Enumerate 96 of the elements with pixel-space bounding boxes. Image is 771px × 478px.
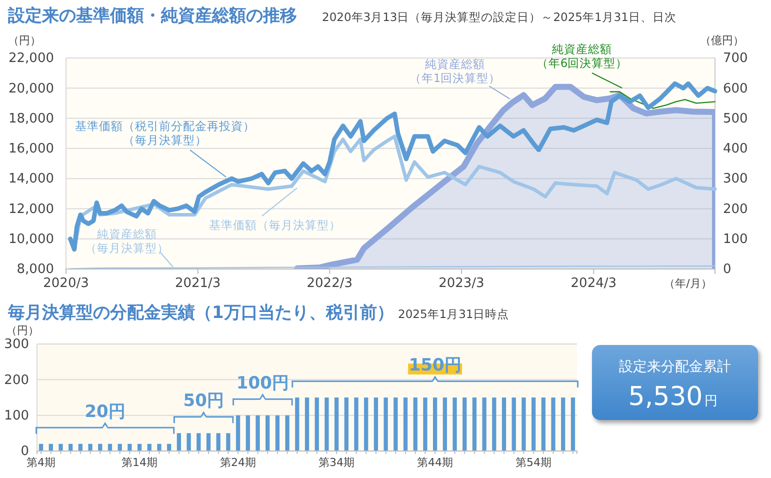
bar: [314, 398, 319, 451]
series-label: 基準価額（毎月決算型）: [209, 218, 341, 232]
bar: [442, 398, 447, 451]
bar: [186, 433, 191, 451]
x-tick-label: 第24期: [220, 456, 256, 469]
bar: [334, 398, 339, 451]
x-tick-label: 2024/3: [570, 276, 617, 292]
bar: [531, 398, 536, 451]
y2-tick-label: 600: [723, 81, 748, 96]
y-tick-label: 22,000: [8, 51, 54, 66]
y-tick-label: 0: [20, 444, 29, 460]
bar: [88, 444, 92, 451]
bar: [374, 398, 378, 451]
y2-tick-label: 300: [723, 172, 748, 187]
bar: [384, 398, 388, 451]
bar: [561, 398, 566, 451]
y2-tick-label: 700: [723, 51, 748, 66]
y-tick-label: 8,000: [16, 262, 54, 278]
y-tick-label: 20,000: [8, 81, 54, 96]
bar: [541, 398, 546, 451]
bar: [206, 433, 211, 451]
y-tick-label: 100: [4, 408, 29, 424]
series-label: 純資産総額（毎月決算型）: [85, 227, 169, 255]
y-tick-label: 12,000: [8, 202, 54, 217]
x-tick-label: 2021/3: [174, 276, 221, 292]
bar: [176, 433, 182, 451]
y2-axis-title: （億円）: [700, 34, 744, 47]
series-label: 純資産総額（年1回決算型）: [409, 57, 501, 85]
y-axis-title: （円）: [8, 34, 41, 47]
x-tick-label: 第54期: [516, 456, 552, 469]
bar: [226, 433, 230, 451]
y-tick-label: 300: [4, 337, 29, 352]
bar: [216, 433, 220, 451]
x-tick-label: 2020/3: [43, 276, 89, 292]
bar: [295, 398, 300, 451]
bar: [236, 415, 240, 451]
y2-tick-label: 200: [723, 202, 748, 217]
x-axis-title: （年/月）: [664, 277, 712, 290]
bar: [423, 398, 428, 451]
y2-tick-label: 0: [723, 262, 732, 278]
annotation: 100円: [236, 373, 289, 394]
bar: [492, 398, 496, 451]
bar: [522, 398, 526, 451]
y-axis-title: （円）: [6, 324, 39, 337]
bar: [128, 444, 132, 451]
bar: [344, 398, 348, 451]
bar: [502, 398, 506, 451]
bar: [275, 415, 280, 451]
y-tick-label: 18,000: [8, 111, 54, 126]
chart-title: 毎月決算型の分配金実績（1万口当たり、税引前）: [7, 303, 394, 323]
bar: [394, 398, 398, 451]
annotation: 20円: [84, 402, 126, 422]
x-tick-label: 2023/3: [438, 276, 484, 292]
bar: [196, 433, 201, 451]
y-tick-label: 16,000: [8, 142, 54, 157]
bar: [570, 398, 576, 451]
bar: [482, 398, 486, 451]
bar: [285, 415, 290, 451]
annotation: 50円: [183, 391, 224, 412]
y-tick-label: 200: [4, 372, 29, 388]
bar: [324, 398, 329, 451]
bar: [551, 398, 556, 451]
chart-subtitle: 2025年1月31日時点: [398, 307, 510, 321]
bar: [256, 415, 260, 451]
bar: [246, 415, 250, 451]
x-tick-label: 第14期: [122, 456, 158, 469]
text: 円: [704, 394, 718, 409]
text: 純資産総額（年6回決算型）: [536, 42, 628, 70]
x-tick-label: 第34期: [318, 456, 355, 469]
text: 設定来分配金累計: [619, 359, 731, 375]
bar: [304, 398, 310, 451]
text: 5,530: [628, 382, 703, 412]
y2-tick-label: 500: [723, 111, 748, 126]
bar: [157, 444, 162, 451]
chart-title: 設定来の基準価額・純資産総額の推移: [7, 6, 297, 26]
text: 基準価額（税引前分配金再投資）（毎月決算型）: [75, 119, 255, 147]
chart-subtitle: 2020年3月13日（毎月決算型の設定日）～2025年1月31日、日次: [322, 10, 676, 24]
bar: [432, 398, 438, 451]
bar: [462, 398, 467, 451]
x-tick-label: 第44期: [417, 456, 454, 469]
bar: [266, 415, 270, 451]
x-tick-label: 第4期: [26, 456, 56, 469]
bar: [364, 398, 368, 451]
y-tick-label: 14,000: [8, 172, 54, 187]
x-tick-label: 2022/3: [306, 276, 353, 292]
bar: [58, 444, 63, 451]
bar: [413, 398, 418, 451]
bar: [472, 398, 477, 451]
line-series: [610, 91, 716, 109]
y2-tick-label: 400: [723, 142, 748, 157]
y-tick-label: 10,000: [8, 232, 54, 248]
bar: [452, 398, 457, 451]
bar: [512, 398, 516, 451]
y2-tick-label: 100: [723, 232, 748, 248]
bar: [403, 398, 408, 451]
bar: [354, 398, 358, 451]
